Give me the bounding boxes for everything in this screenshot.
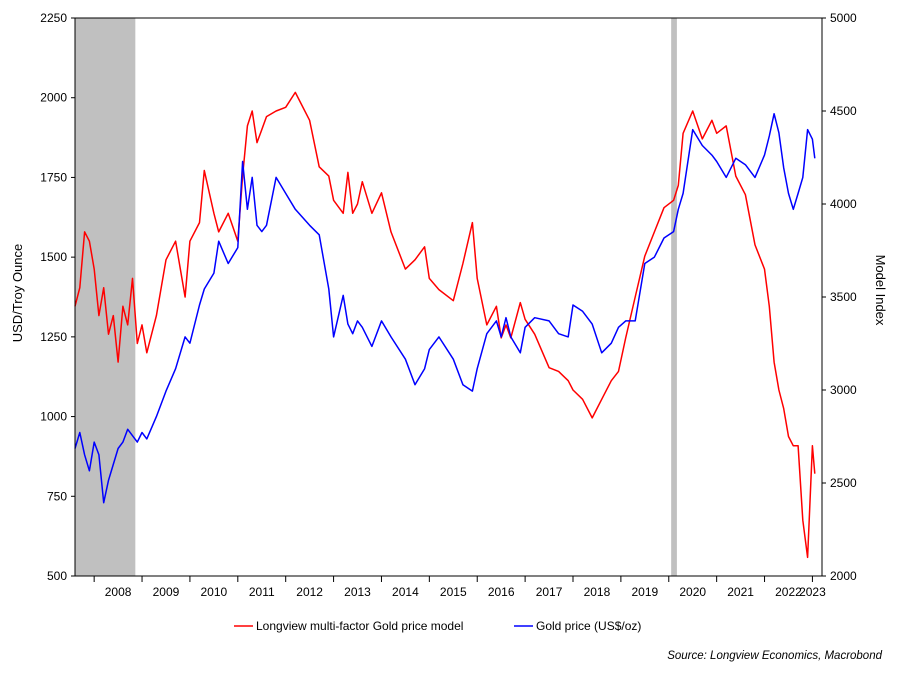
- right-axis: 2000 2500 3000 3500 4000 4500 5000: [822, 11, 857, 583]
- left-tick-label-1250: 1250: [40, 330, 67, 344]
- left-tick-label-2250: 2250: [40, 11, 67, 25]
- x-tick-label-2019: 2019: [631, 585, 658, 599]
- legend-label-model: Longview multi-factor Gold price model: [256, 619, 463, 633]
- x-tick-label-2021: 2021: [727, 585, 754, 599]
- legend: Longview multi-factor Gold price model G…: [234, 619, 641, 633]
- series-lines: [74, 91, 816, 559]
- shaded-period-1: [671, 18, 677, 576]
- x-tick-label-2012: 2012: [296, 585, 323, 599]
- left-tick-label-750: 750: [47, 489, 67, 503]
- right-tick-label-3500: 3500: [830, 290, 857, 304]
- right-tick-label-2500: 2500: [830, 476, 857, 490]
- left-tick-label-1500: 1500: [40, 250, 67, 264]
- x-tick-label-2009: 2009: [153, 585, 180, 599]
- x-tick-label-2023: 2023: [799, 585, 826, 599]
- left-tick-label-500: 500: [47, 569, 67, 583]
- right-tick-label-3000: 3000: [830, 383, 857, 397]
- x-tick-label-2017: 2017: [536, 585, 563, 599]
- x-tick-label-2010: 2010: [201, 585, 228, 599]
- x-tick-label-2008: 2008: [105, 585, 132, 599]
- x-tick-label-2022: 2022: [775, 585, 802, 599]
- shaded-periods: [75, 18, 677, 576]
- x-tick-label-2016: 2016: [488, 585, 515, 599]
- x-tick-label-2014: 2014: [392, 585, 419, 599]
- right-tick-label-4000: 4000: [830, 197, 857, 211]
- x-tick-label-2018: 2018: [584, 585, 611, 599]
- series-line-model: [74, 91, 816, 559]
- source-note: Source: Longview Economics, Macrobond: [667, 650, 882, 662]
- x-axis: 2008 2009 2010 2011 2012 2013 2014 2015 2016 2017…: [93, 576, 826, 599]
- x-tick-label-2020: 2020: [679, 585, 706, 599]
- left-axis: 500 750 1000 1250 1500 1750 2000 2250: [40, 11, 75, 583]
- x-tick-label-2015: 2015: [440, 585, 467, 599]
- right-tick-label-5000: 5000: [830, 11, 857, 25]
- right-tick-label-2000: 2000: [830, 569, 857, 583]
- left-axis-title: USD/Troy Ounce: [10, 244, 25, 343]
- left-tick-label-1750: 1750: [40, 170, 67, 184]
- x-tick-label-2013: 2013: [344, 585, 371, 599]
- left-tick-label-2000: 2000: [40, 91, 67, 105]
- right-tick-label-4500: 4500: [830, 104, 857, 118]
- right-axis-title: Model Index: [873, 255, 888, 326]
- legend-label-gold: Gold price (US$/oz): [536, 619, 641, 633]
- left-tick-label-1000: 1000: [40, 410, 67, 424]
- x-tick-label-2011: 2011: [249, 585, 275, 599]
- series-line-gold: [74, 112, 816, 504]
